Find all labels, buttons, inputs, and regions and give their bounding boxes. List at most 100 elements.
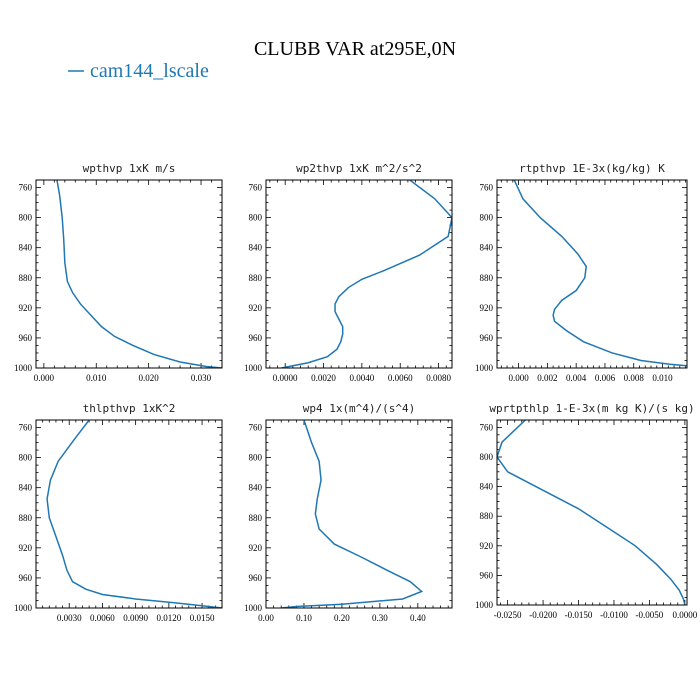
x-tick-label: 0.010 [86, 373, 107, 383]
figure-title: CLUBB VAR at295E,0N [254, 38, 456, 60]
x-tick-label: -0.0050 [636, 610, 664, 620]
subplot-title: wprtpthlp 1-E-3x(m kg K)/(s kg) [489, 402, 694, 415]
plot-frame [35, 179, 223, 369]
plot-frame [265, 179, 453, 369]
y-tick-label: 920 [19, 543, 33, 553]
y-tick-label: 760 [480, 422, 494, 432]
subplot-5: wp4 1x(m^4)/(s^4)76080084088092096010000… [244, 402, 453, 623]
x-tick-label: 0.0040 [350, 373, 375, 383]
series-line [281, 420, 424, 608]
y-tick-label: 920 [480, 303, 494, 313]
subplot-title: thlpthvp 1xK^2 [83, 402, 176, 415]
y-tick-label: 800 [249, 213, 263, 223]
y-tick-label: 880 [19, 273, 33, 283]
y-tick-label: 880 [249, 513, 263, 523]
x-tick-label: -0.0250 [494, 610, 522, 620]
y-tick-label: 760 [249, 423, 263, 433]
y-tick-label: 800 [19, 453, 33, 463]
series-line [281, 180, 452, 368]
y-tick-label: 760 [480, 183, 494, 193]
y-tick-label: 840 [249, 483, 263, 493]
y-tick-label: 1000 [244, 363, 263, 373]
y-tick-label: 1000 [14, 363, 33, 373]
y-tick-label: 760 [19, 423, 33, 433]
series-line [56, 180, 222, 368]
y-tick-label: 800 [480, 452, 494, 462]
y-tick-label: 1000 [475, 363, 494, 373]
x-tick-label: 0.000 [34, 373, 55, 383]
y-tick-label: 840 [480, 482, 494, 492]
y-tick-label: 880 [480, 511, 494, 521]
x-tick-label: -0.0100 [600, 610, 628, 620]
y-tick-label: 960 [480, 333, 494, 343]
y-tick-label: 920 [249, 303, 263, 313]
x-tick-label: 0.008 [624, 373, 645, 383]
y-tick-label: 880 [249, 273, 263, 283]
legend-label: cam144_lscale [90, 60, 209, 82]
y-tick-label: 960 [19, 573, 33, 583]
x-tick-label: 0.006 [595, 373, 616, 383]
subplot-title: wp4 1x(m^4)/(s^4) [303, 402, 416, 415]
plot-frame [496, 179, 688, 369]
x-tick-label: 0.030 [191, 373, 212, 383]
y-tick-label: 1000 [244, 603, 263, 613]
subplot-6: wprtpthlp 1-E-3x(m kg K)/(s kg) 760 800 840… [475, 402, 698, 620]
x-tick-label: 0.0030 [57, 613, 82, 623]
subplot-2: wp2thvp 1xK m^2/s^2 760 800 840 880 920 960 100… [244, 162, 453, 383]
y-tick-label: 1000 [14, 603, 33, 613]
plot-frame [496, 419, 688, 606]
y-tick-label: 920 [19, 303, 33, 313]
x-tick-label: -0.0150 [565, 610, 593, 620]
y-tick-label: 920 [249, 543, 263, 553]
y-tick-label: 800 [249, 453, 263, 463]
subplot-4: thlpthvp 1xK^2 760 800 840 880 920 960 1000 0.00… [14, 402, 223, 623]
plot-frame [35, 419, 223, 609]
x-tick-label: 0.020 [139, 373, 160, 383]
x-tick-label: 0.0150 [190, 613, 215, 623]
series-line [497, 420, 686, 605]
x-tick-label: 0.0000 [672, 610, 697, 620]
subplot-title: rtpthvp 1E-3x(kg/kg) K [519, 162, 665, 175]
y-tick-label: 840 [19, 243, 33, 253]
y-tick-label: 960 [249, 333, 263, 343]
x-tick-label: 0.30 [372, 613, 388, 623]
y-tick-label: 840 [19, 483, 33, 493]
y-tick-label: 760 [249, 183, 263, 193]
x-tick-label: -0.0200 [529, 610, 557, 620]
y-tick-label: 800 [480, 213, 494, 223]
x-tick-label: 0.0080 [426, 373, 451, 383]
y-tick-label: 800 [19, 213, 33, 223]
y-tick-label: 1000 [475, 600, 494, 610]
x-tick-label: 0.40 [410, 613, 426, 623]
y-tick-label: 920 [480, 541, 494, 551]
x-tick-label: 0.0000 [273, 373, 298, 383]
x-tick-label: 0.0120 [156, 613, 181, 623]
y-tick-label: 960 [249, 573, 263, 583]
x-tick-label: 0.010 [652, 373, 673, 383]
plot-frame [265, 419, 453, 609]
x-tick-label: 0.002 [537, 373, 557, 383]
y-tick-label: 840 [249, 243, 263, 253]
y-tick-label: 840 [480, 243, 494, 253]
subplot-title: wpthvp 1xK m/s [83, 162, 176, 175]
x-tick-label: 0.0060 [388, 373, 413, 383]
subplot-3: rtpthvp 1E-3x(kg/kg) K 760 800 840 880 920 960… [475, 162, 688, 383]
y-tick-label: 960 [19, 333, 33, 343]
x-tick-label: 0.10 [296, 613, 312, 623]
subplot-title: wp2thvp 1xK m^2/s^2 [296, 162, 422, 175]
legend: cam144_lscale [68, 60, 209, 82]
subplot-grid: wpthvp 1xK m/s76080084088092096010000.00… [14, 162, 698, 623]
x-tick-label: 0.0020 [311, 373, 336, 383]
x-tick-label: 0.20 [334, 613, 350, 623]
y-tick-label: 960 [480, 570, 494, 580]
series-line [46, 420, 222, 608]
x-tick-label: 0.000 [508, 373, 529, 383]
subplot-1: wpthvp 1xK m/s 760 800 840 880 920 960 10000.00… [14, 162, 223, 383]
x-tick-label: 0.004 [566, 373, 587, 383]
x-tick-label: 0.0060 [90, 613, 115, 623]
x-tick-label: 0.00 [258, 613, 274, 623]
series-line [513, 180, 687, 367]
y-tick-label: 880 [19, 513, 33, 523]
y-tick-label: 760 [19, 183, 33, 193]
